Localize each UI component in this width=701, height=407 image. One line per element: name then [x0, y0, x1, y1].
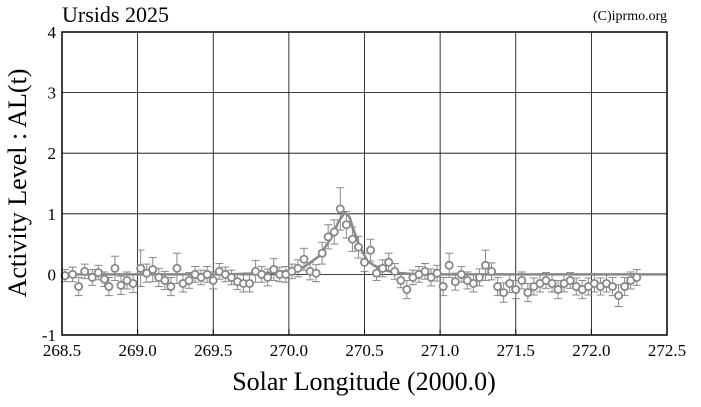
data-point — [474, 272, 484, 282]
credit-label: (C)iprmo.org — [593, 9, 667, 24]
data-point — [136, 263, 146, 273]
data-point — [87, 272, 97, 282]
data-point — [565, 275, 575, 285]
x-tick-label: 269.5 — [194, 341, 232, 360]
data-point — [80, 266, 90, 276]
data-point — [335, 204, 345, 214]
data-point — [450, 277, 460, 287]
data-point — [378, 263, 388, 273]
chart-title: Ursids 2025 — [62, 2, 169, 27]
data-point — [420, 266, 430, 276]
data-point — [74, 282, 84, 292]
data-point — [493, 282, 503, 292]
data-point — [608, 282, 618, 292]
y-tick-label: 2 — [48, 144, 57, 163]
x-axis-label: Solar Longitude (2000.0) — [232, 367, 496, 396]
data-point — [396, 275, 406, 285]
x-tick-label: 270.5 — [345, 341, 383, 360]
data-point — [402, 285, 412, 295]
data-point — [68, 269, 78, 279]
y-axis-label: Activity Level : AL(t) — [3, 69, 32, 298]
data-point — [323, 232, 333, 242]
data-point — [311, 268, 321, 278]
data-point — [359, 257, 369, 267]
data-point — [317, 248, 327, 258]
data-point — [208, 275, 218, 285]
y-tick-label: 1 — [48, 205, 57, 224]
data-point — [384, 257, 394, 267]
data-point — [245, 278, 255, 288]
data-point — [202, 269, 212, 279]
data-point — [499, 288, 509, 298]
data-point — [511, 285, 521, 295]
data-point — [456, 269, 466, 279]
data-point — [553, 285, 563, 295]
x-tick-label: 272.5 — [648, 341, 686, 360]
data-point — [517, 275, 527, 285]
data-point — [110, 263, 120, 273]
y-tick-label: 4 — [48, 23, 57, 42]
data-point — [104, 282, 114, 292]
plot-frame — [61, 31, 668, 336]
data-point — [93, 268, 103, 278]
data-point — [293, 263, 303, 273]
data-series — [60, 187, 667, 308]
data-point — [329, 227, 339, 237]
data-point — [632, 272, 642, 282]
data-point — [432, 268, 442, 278]
data-point — [148, 265, 158, 275]
data-point — [390, 266, 400, 276]
data-point — [614, 291, 624, 301]
data-point — [372, 268, 382, 278]
data-point — [547, 278, 557, 288]
data-point — [468, 278, 478, 288]
data-point — [347, 234, 357, 244]
data-point — [523, 288, 533, 298]
tick-labels: 268.5 269.0 269.5 270.0 270.5 271.0 271.5 272.0… — [42, 23, 686, 360]
data-point — [128, 278, 138, 288]
data-point — [480, 260, 490, 270]
x-tick-label: 269.0 — [119, 341, 157, 360]
data-point — [226, 272, 236, 282]
data-point — [172, 263, 182, 273]
data-point — [353, 242, 363, 252]
data-point — [505, 278, 515, 288]
data-point — [184, 275, 194, 285]
x-tick-label: 268.5 — [43, 341, 81, 360]
y-tick-label: 3 — [48, 84, 57, 103]
data-point — [263, 272, 273, 282]
data-point — [438, 282, 448, 292]
data-point — [166, 282, 176, 292]
x-tick-label: 270.0 — [270, 341, 308, 360]
data-point — [426, 272, 436, 282]
y-tick-label: 0 — [48, 265, 57, 284]
data-point — [341, 220, 351, 230]
y-tick-label: -1 — [42, 326, 56, 345]
data-point — [487, 266, 497, 276]
x-tick-label: 272.0 — [572, 341, 610, 360]
x-tick-label: 271.0 — [421, 341, 459, 360]
x-tick-label: 271.5 — [497, 341, 535, 360]
data-point — [299, 254, 309, 264]
data-point — [444, 260, 454, 270]
data-point — [620, 282, 630, 292]
data-point — [99, 274, 109, 284]
data-point — [116, 280, 126, 290]
data-point — [160, 275, 170, 285]
data-point — [366, 245, 376, 255]
data-point — [269, 265, 279, 275]
